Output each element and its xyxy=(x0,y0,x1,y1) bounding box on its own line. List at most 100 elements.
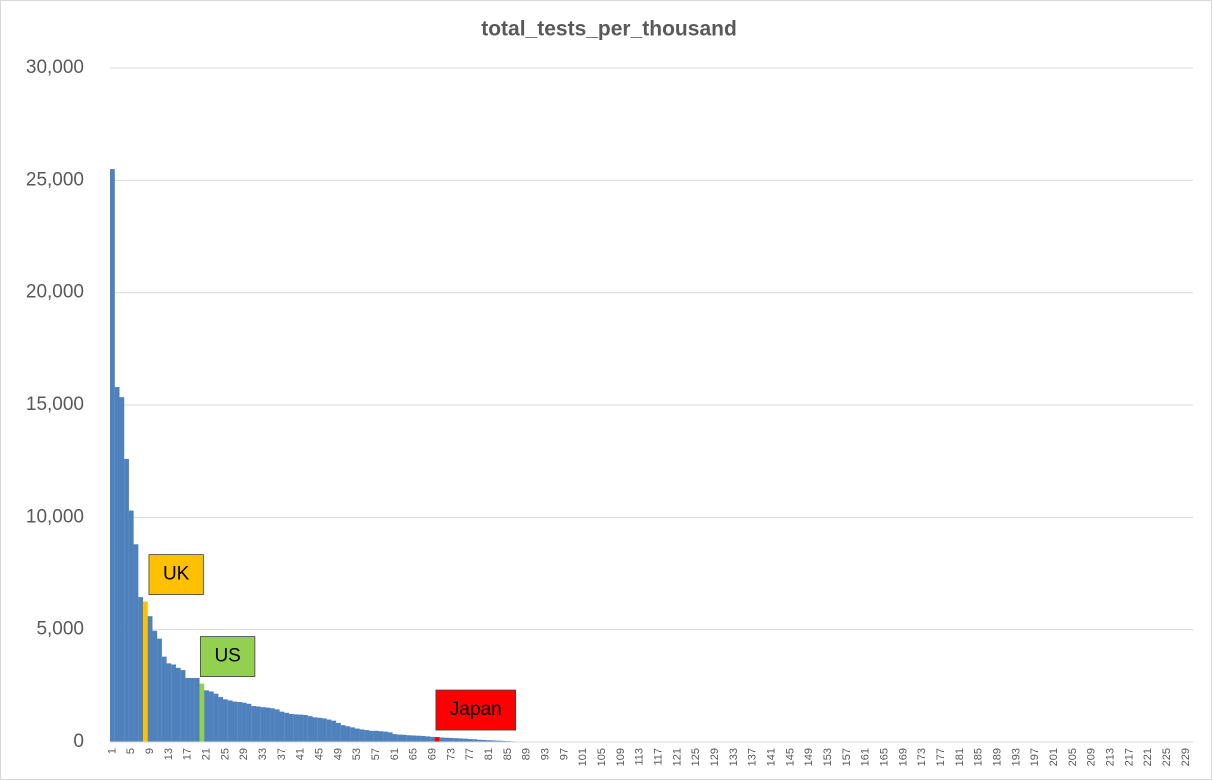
x-tick-label: 97 xyxy=(558,748,570,760)
bar xyxy=(467,739,473,742)
x-tick-label: 17 xyxy=(182,748,194,760)
x-tick-label: 161 xyxy=(860,748,872,766)
bar xyxy=(213,693,219,742)
bar xyxy=(491,740,497,742)
x-tick-label: 193 xyxy=(1010,748,1022,766)
bar xyxy=(321,718,327,742)
x-tick-label: 101 xyxy=(577,748,589,766)
x-tick-label: 61 xyxy=(389,748,401,760)
x-tick-label: 201 xyxy=(1048,748,1060,766)
x-tick-label: 129 xyxy=(709,748,721,766)
label-text: UK xyxy=(163,564,190,585)
bar xyxy=(142,601,148,742)
bar xyxy=(147,616,153,742)
x-tick-label: 37 xyxy=(276,748,288,760)
bar xyxy=(350,727,355,742)
x-tick-label: 213 xyxy=(1105,748,1117,766)
x-tick-label: 205 xyxy=(1067,748,1079,766)
bar xyxy=(373,730,379,742)
x-tick-label: 5 xyxy=(125,748,137,754)
highlight-label: UK xyxy=(148,554,204,595)
x-tick-label: 81 xyxy=(483,748,495,760)
y-tick-label: 25,000 xyxy=(26,169,84,190)
bar xyxy=(336,722,341,742)
x-tick-label: 189 xyxy=(991,748,1003,766)
x-tick-label: 77 xyxy=(464,748,476,760)
bar xyxy=(180,670,186,742)
bar xyxy=(110,169,115,743)
bar xyxy=(434,737,440,742)
bar xyxy=(171,664,177,742)
x-tick-label: 25 xyxy=(219,748,231,760)
x-tick-label: 57 xyxy=(370,748,382,760)
bar xyxy=(326,719,332,742)
bar xyxy=(133,544,139,742)
x-tick-label: 49 xyxy=(332,748,344,760)
y-tick-label: 15,000 xyxy=(26,394,84,415)
x-tick-label: 137 xyxy=(747,748,759,766)
bar xyxy=(486,740,492,742)
bar xyxy=(208,691,214,742)
highlight-label: US xyxy=(200,636,256,677)
chart-title: total_tests_per_thousand xyxy=(481,18,737,41)
x-tick-label: 65 xyxy=(408,748,420,760)
bar xyxy=(175,667,181,742)
x-tick-label: 141 xyxy=(765,748,777,766)
bar xyxy=(463,738,468,742)
x-tick-label: 69 xyxy=(426,748,438,760)
bar xyxy=(194,677,200,742)
bar xyxy=(368,730,374,742)
x-tick-label: 225 xyxy=(1161,748,1173,766)
bar xyxy=(425,736,431,742)
y-tick-label: 0 xyxy=(73,731,84,752)
bar xyxy=(383,731,388,742)
bar xyxy=(444,737,450,742)
bar xyxy=(128,510,134,742)
x-tick-label: 113 xyxy=(634,748,646,766)
x-tick-label: 209 xyxy=(1086,748,1098,766)
bar xyxy=(293,714,299,742)
bar xyxy=(458,738,464,742)
bar xyxy=(359,729,365,742)
bar xyxy=(279,711,285,742)
bar xyxy=(303,715,308,742)
x-tick-label: 85 xyxy=(502,748,514,760)
x-tick-label: 9 xyxy=(144,748,156,754)
bar xyxy=(500,740,506,742)
x-tick-label: 153 xyxy=(822,748,834,766)
y-tick-label: 20,000 xyxy=(26,282,84,303)
bar xyxy=(237,702,242,742)
x-tick-label: 221 xyxy=(1142,748,1154,766)
bar xyxy=(416,735,421,742)
x-tick-label: 109 xyxy=(615,748,627,766)
x-tick-label: 105 xyxy=(596,748,608,766)
x-tick-label: 133 xyxy=(728,748,740,766)
bar xyxy=(397,734,403,742)
bar xyxy=(340,725,346,742)
bar xyxy=(114,387,120,742)
x-tick-label: 229 xyxy=(1180,748,1192,766)
bar xyxy=(420,735,426,742)
x-tick-label: 93 xyxy=(539,748,551,760)
x-tick-label: 53 xyxy=(351,748,363,760)
bar xyxy=(496,740,501,742)
bar xyxy=(439,737,445,742)
bar xyxy=(157,638,162,742)
bar xyxy=(477,739,483,742)
x-tick-label: 145 xyxy=(784,748,796,766)
bar xyxy=(270,708,275,742)
label-text: Japan xyxy=(450,699,502,720)
x-tick-label: 33 xyxy=(257,748,269,760)
bar xyxy=(185,677,191,742)
bar xyxy=(401,734,407,742)
bar xyxy=(255,706,261,742)
label-box xyxy=(200,636,256,677)
bar xyxy=(161,656,167,742)
x-tick-label: 125 xyxy=(690,748,702,766)
x-tick-label: 165 xyxy=(878,748,890,766)
bar xyxy=(199,683,205,742)
x-tick-label: 217 xyxy=(1123,748,1135,766)
bar xyxy=(453,738,459,742)
bar xyxy=(307,716,313,742)
